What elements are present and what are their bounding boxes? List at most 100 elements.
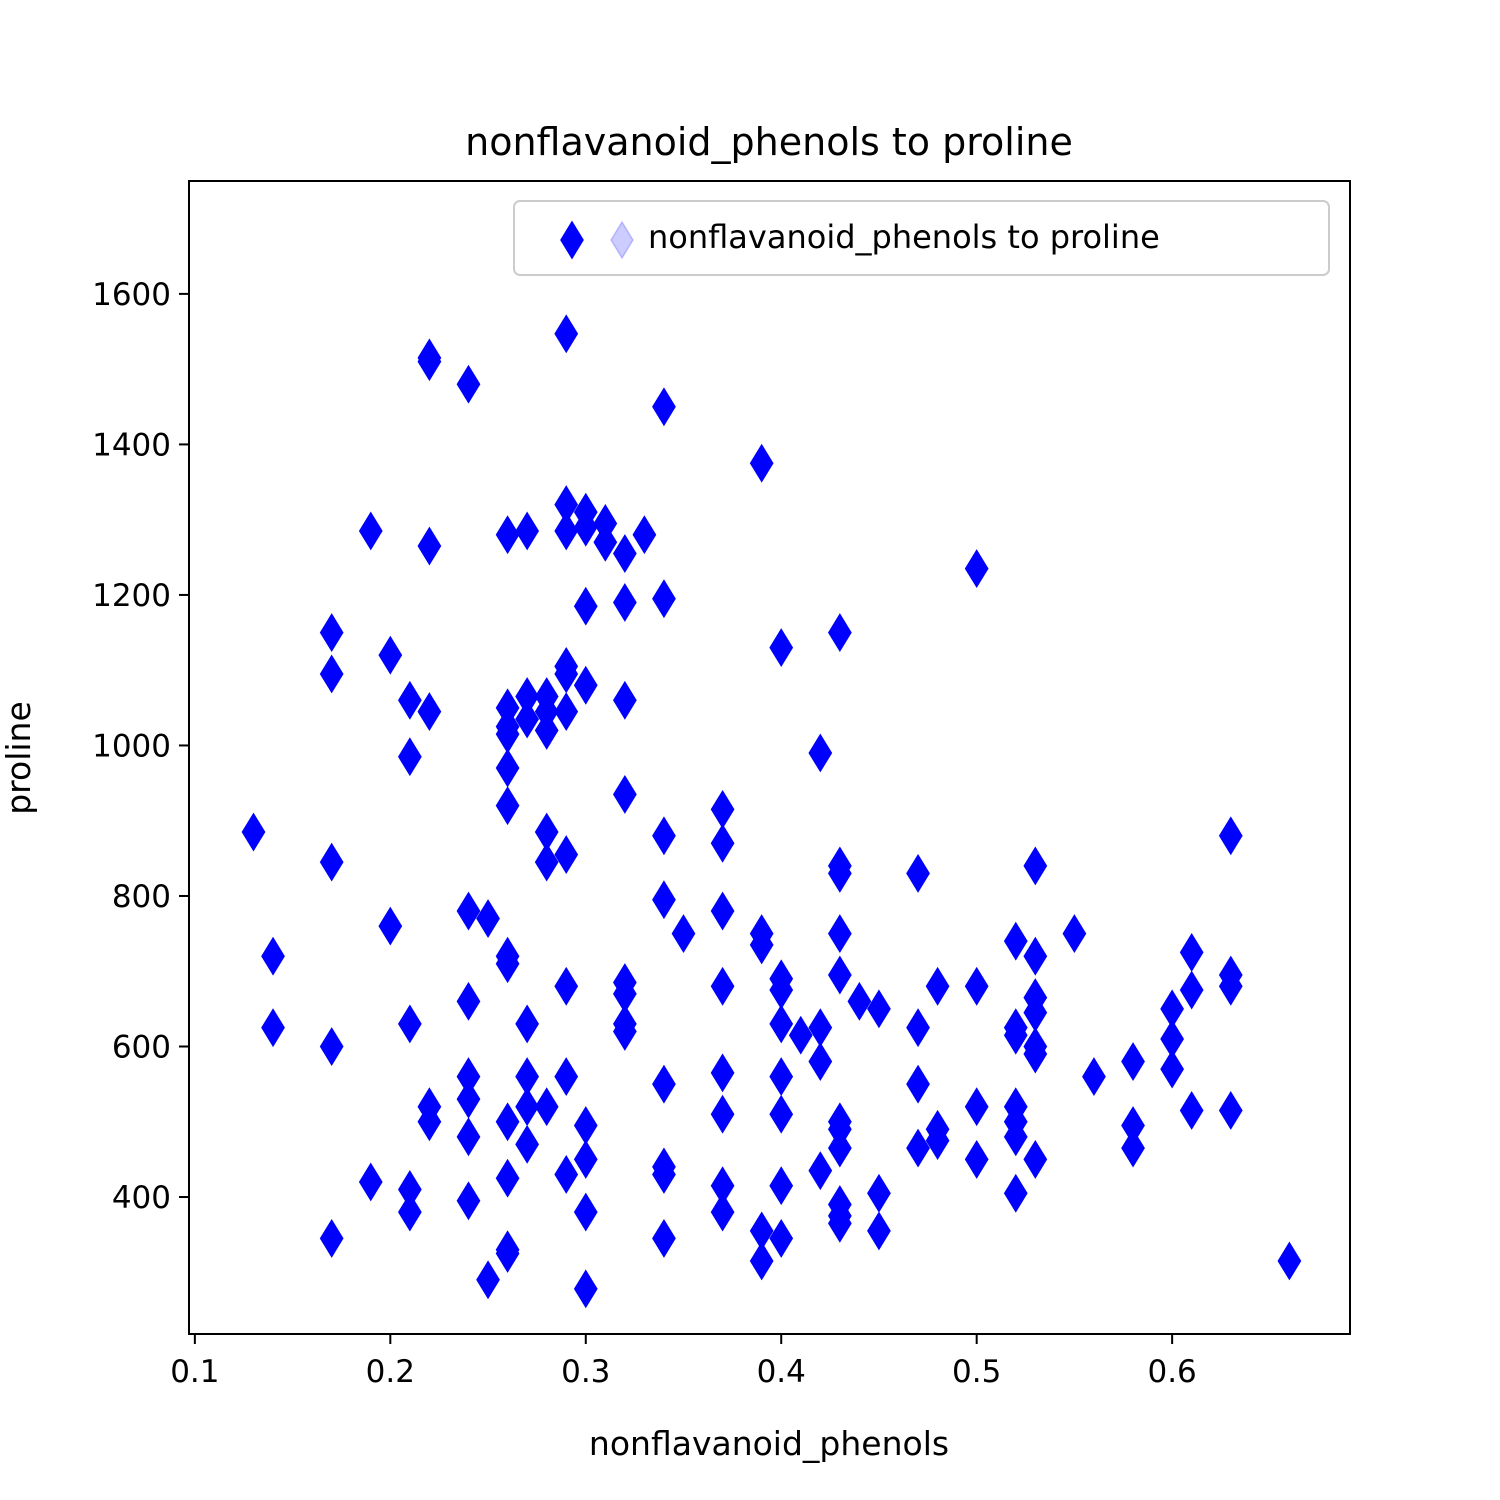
legend-diamond-marker [610, 220, 634, 260]
x-tick-label: 0.5 [952, 1354, 1001, 1390]
data-point [710, 1053, 735, 1093]
data-point [652, 579, 676, 619]
data-point [476, 1260, 500, 1300]
data-point [788, 1015, 813, 1055]
data-point [769, 1094, 794, 1134]
data-point [1121, 1042, 1145, 1081]
data-point [397, 737, 422, 777]
data-point [417, 342, 442, 382]
data-point [808, 1151, 833, 1191]
data-point [456, 891, 481, 931]
data-point [593, 522, 618, 562]
data-point [534, 842, 559, 882]
data-point [612, 1012, 637, 1051]
data-point [827, 1203, 852, 1243]
data-point [827, 853, 852, 893]
legend-diamond-marker [560, 220, 584, 260]
data-point [925, 966, 950, 1006]
y-tick-label: 1600 [92, 277, 171, 313]
data-point [515, 511, 540, 551]
data-point [515, 1004, 540, 1044]
y-tick-label: 800 [112, 879, 171, 915]
data-point [456, 1079, 481, 1119]
data-point [554, 692, 579, 732]
data-point [1179, 970, 1204, 1010]
data-point [358, 1162, 383, 1202]
data-point [1218, 816, 1243, 856]
data-point [1003, 1117, 1028, 1157]
data-point [710, 966, 735, 1006]
data-point [241, 812, 266, 852]
data-point [749, 443, 774, 483]
data-point [397, 680, 422, 720]
data-point [612, 774, 637, 814]
data-point [573, 1139, 598, 1179]
data-points [241, 314, 1302, 1309]
data-point [554, 654, 579, 694]
data-point [612, 680, 637, 720]
data-point [1277, 1241, 1302, 1281]
data-point [867, 1173, 891, 1213]
data-point [534, 1087, 559, 1127]
data-point [652, 880, 676, 920]
legend-entry-label: nonflavanoid_phenols to proline [648, 218, 1160, 256]
y-tick-label: 400 [112, 1180, 171, 1216]
data-point [964, 1087, 989, 1127]
data-point [1218, 1091, 1243, 1130]
data-point [827, 914, 852, 954]
data-point [495, 786, 520, 826]
data-point [1003, 1015, 1028, 1055]
data-point [573, 507, 598, 547]
data-point [906, 853, 930, 893]
data-point [652, 816, 676, 856]
data-point [1218, 966, 1243, 1006]
y-tick-label: 600 [112, 1030, 171, 1066]
data-point [417, 526, 442, 566]
y-axis-label: proline [0, 701, 38, 815]
x-tick-label: 0.3 [561, 1354, 610, 1390]
data-point [749, 1241, 774, 1281]
data-point [612, 534, 637, 573]
data-point [652, 1155, 676, 1194]
data-point [827, 613, 852, 653]
data-point [749, 925, 774, 965]
data-point [456, 1117, 481, 1157]
data-point [1082, 1057, 1106, 1097]
data-point [417, 692, 442, 732]
data-point [1023, 846, 1048, 886]
data-point [710, 1192, 735, 1232]
x-axis-ticks: 0.1 0.2 0.3 0.4 0.5 0.6 [170, 1334, 1197, 1390]
data-point [397, 1192, 422, 1232]
x-tick-label: 0.4 [757, 1354, 806, 1390]
data-point [495, 748, 520, 788]
data-point [515, 1124, 540, 1164]
y-tick-label: 1000 [92, 728, 171, 764]
data-point [867, 989, 891, 1029]
data-point [573, 1192, 598, 1232]
legend: nonflavanoid_phenols to proline [513, 200, 1330, 276]
x-tick-label: 0.2 [366, 1354, 415, 1390]
data-point [573, 665, 598, 705]
data-point [495, 1234, 520, 1273]
data-point [573, 586, 598, 626]
data-point [456, 981, 481, 1021]
data-point [319, 1218, 344, 1258]
data-point [1023, 936, 1048, 976]
data-point [554, 1057, 579, 1097]
data-point [906, 1064, 930, 1104]
data-point [397, 1004, 422, 1044]
y-tick-label: 1400 [92, 427, 171, 463]
data-point [573, 1269, 598, 1309]
data-point [1023, 1139, 1048, 1179]
data-point [964, 549, 989, 589]
data-point [710, 1094, 735, 1134]
x-tick-label: 0.1 [170, 1354, 219, 1390]
data-point [554, 511, 579, 551]
legend-marker-icon [560, 220, 634, 260]
data-point [1003, 921, 1028, 961]
data-point [710, 823, 735, 863]
data-point [495, 1102, 520, 1142]
data-point [652, 1218, 676, 1258]
data-point [1003, 1173, 1028, 1213]
data-point [652, 1064, 676, 1104]
